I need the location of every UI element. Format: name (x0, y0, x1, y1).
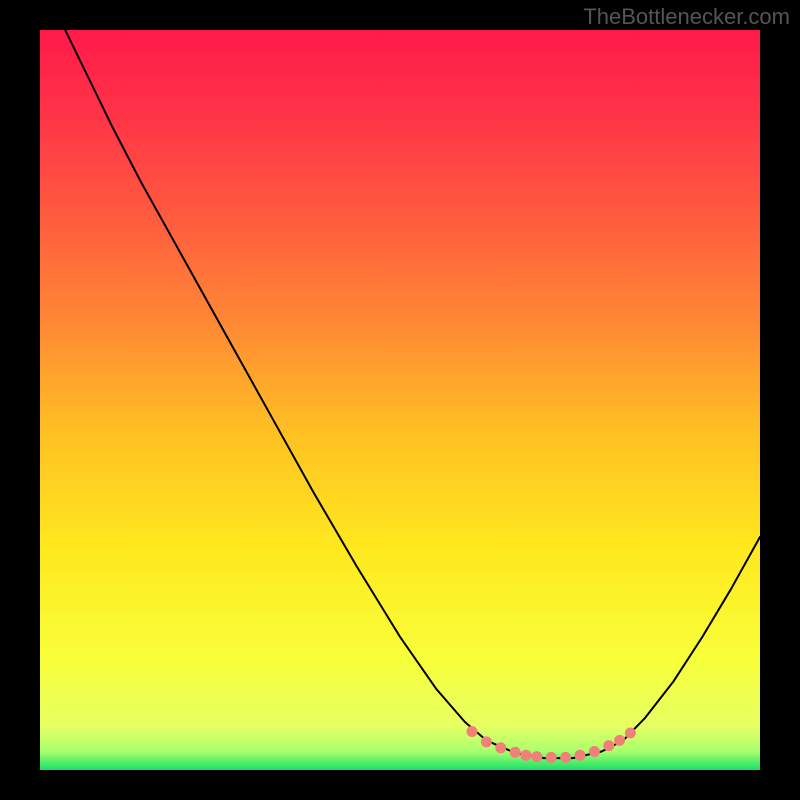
marker-point (589, 747, 599, 757)
marker-point (561, 752, 571, 762)
marker-point (521, 750, 531, 760)
bottleneck-curve (65, 30, 760, 758)
marker-point (510, 747, 520, 757)
plot-area (40, 30, 760, 770)
marker-point (625, 728, 635, 738)
chart-canvas: TheBottlenecker.com (0, 0, 800, 800)
marker-point (481, 737, 491, 747)
marker-point (604, 741, 614, 751)
marker-point (467, 727, 477, 737)
watermark-text: TheBottlenecker.com (583, 4, 790, 30)
marker-point (496, 743, 506, 753)
marker-point (546, 752, 556, 762)
marker-point (575, 750, 585, 760)
marker-point (615, 735, 625, 745)
chart-overlay (40, 30, 760, 770)
marker-point (532, 752, 542, 762)
